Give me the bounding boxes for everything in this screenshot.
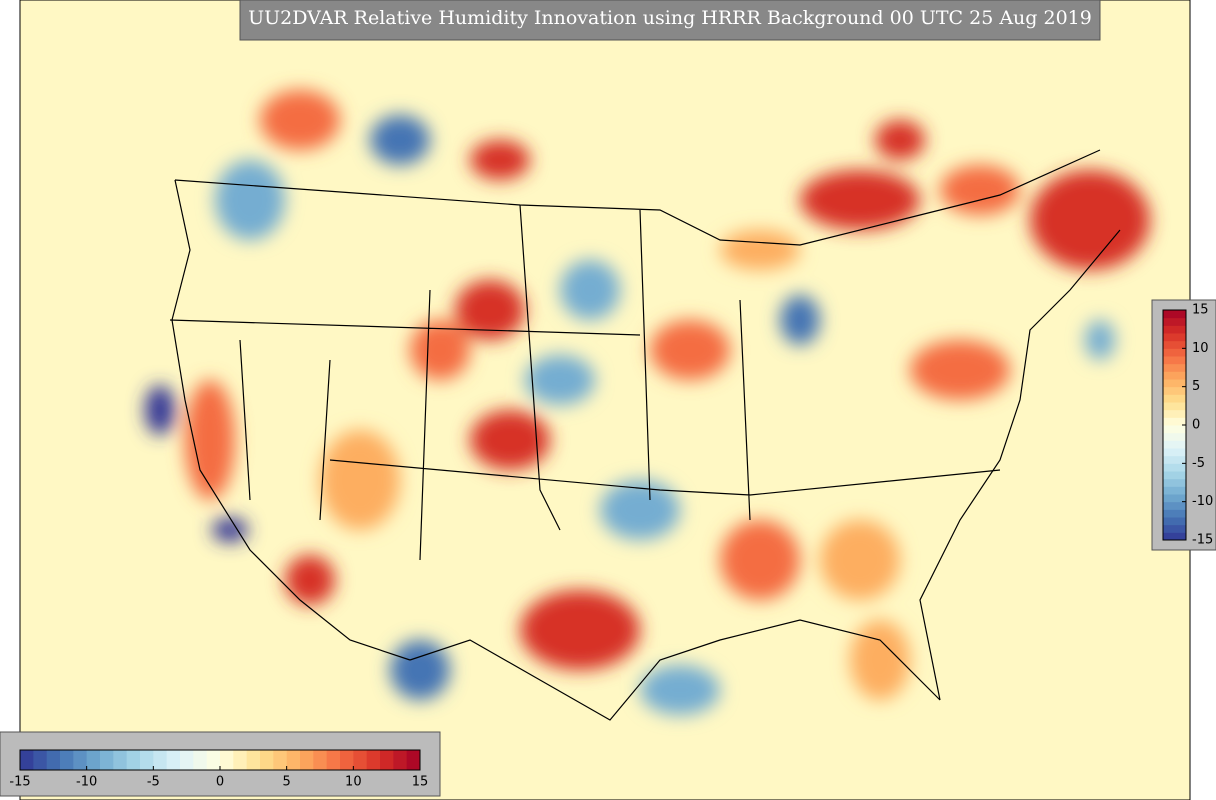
colorbar-step [1163,486,1186,495]
colorbar-step [1163,310,1186,319]
colorbar-step [1163,509,1186,518]
colorbar-step [86,750,101,770]
colorbar-step [166,750,181,770]
colorbar-step [326,750,341,770]
colorbar-step [1163,471,1186,480]
colorbar-step [1163,379,1186,388]
colorbar-step [1163,363,1186,372]
colorbar-step [1163,494,1186,503]
colorbar-step [340,750,354,770]
colorbar-step [126,750,141,770]
colorbar-tick-label: -10 [1192,494,1213,509]
colorbar-step [1163,532,1186,541]
colorbar-step [246,750,261,770]
humidity-field [145,90,1150,715]
colorbar-tick-label: 15 [1192,303,1209,318]
colorbar-step [1163,463,1186,472]
colorbar-step [1163,409,1186,418]
colorbar-step [1163,356,1186,365]
title: UU2DVAR Relative Humidity Innovation usi… [248,7,1092,29]
colorbar-step [1163,448,1186,457]
colorbar-step [1163,333,1186,342]
colorbar-step [1163,340,1186,349]
colorbar-step [60,750,74,770]
colorbar-tick-label: 5 [283,775,291,790]
colorbar-step [366,750,381,770]
colorbar-step [153,750,168,770]
colorbar-step [20,750,34,770]
colorbar-step [1163,478,1186,487]
colorbar-step [406,750,421,770]
colorbar-step [1163,432,1186,441]
colorbar-step [1163,440,1186,449]
colorbar-step [380,750,394,770]
colorbar-tick-label: 10 [345,775,362,790]
colorbar-step [1163,501,1186,510]
colorbar-step [1163,524,1186,533]
colorbar-tick-label: -10 [76,775,97,790]
colorbar-step [140,750,154,770]
colorbar-step [1163,394,1186,403]
colorbar-tick-label: -15 [1192,533,1213,548]
colorbar-step [233,750,248,770]
colorbar-step [1163,402,1186,411]
colorbar-step [1163,386,1186,395]
colorbar-step [286,750,301,770]
colorbar-tick-label: -5 [147,775,160,790]
map [19,0,1191,800]
colorbar-step [273,750,288,770]
colorbar-step [313,750,328,770]
colorbar-step [46,750,61,770]
colorbar-step [1163,517,1186,526]
colorbar-step [393,750,408,770]
colorbar-tick-label: 0 [216,775,224,790]
title-box: UU2DVAR Relative Humidity Innovation usi… [239,0,1101,41]
colorbar-step [300,750,314,770]
colorbar-step [206,750,221,770]
colorbar-step [1163,425,1186,434]
colorbar-tick-label: -15 [9,775,30,790]
colorbar-step [1163,371,1186,380]
colorbar-tick-label: 5 [1192,379,1200,394]
colorbar-step [1163,348,1186,357]
colorbar-tick-label: -5 [1192,456,1205,471]
colorbar-tick-label: 10 [1192,341,1209,356]
colorbar-step [1163,455,1186,464]
colorbar-step [260,750,274,770]
colorbar-step [100,750,114,770]
vertical-colorbar: -15 -10 -5 0 5 10 15 [1151,299,1216,551]
colorbar-step [33,750,48,770]
colorbar-step [1163,325,1186,334]
colorbar-tick-label: 15 [412,775,429,790]
colorbar-step [113,750,128,770]
colorbar-step [73,750,88,770]
title-background [239,0,1101,41]
colorbar-step [1163,417,1186,426]
colorbar-step [1163,317,1186,326]
colorbar-tick-label: 0 [1192,418,1200,433]
horizontal-colorbar: -15 -10 -5 0 5 10 15 [0,731,441,797]
colorbar-step [220,750,234,770]
colorbar-step [193,750,208,770]
colorbar-step [353,750,368,770]
colorbar-step [180,750,194,770]
borders [169,149,1121,721]
